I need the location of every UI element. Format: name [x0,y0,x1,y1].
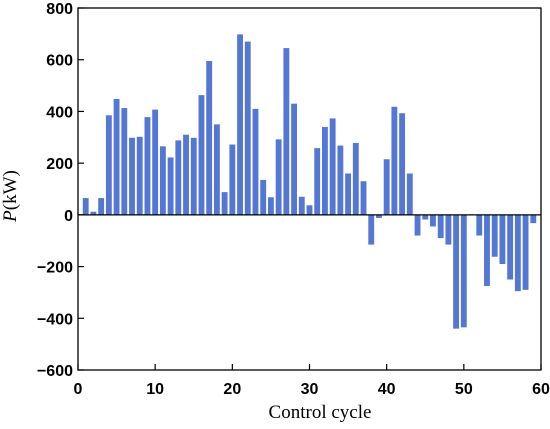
y-tick-label--200: −200 [37,260,73,277]
bar-20 [229,144,236,215]
bar-3 [98,198,105,215]
y-axis-label-variable: P [0,210,21,223]
bar-4 [105,115,112,215]
bar-36 [352,142,359,215]
bar-21 [237,34,243,215]
y-tick-label-800: 800 [46,1,73,18]
bar-26 [275,139,282,215]
bar-5 [113,99,120,215]
bar-34 [337,145,344,215]
bar-35 [345,173,352,215]
bar-45 [422,214,429,220]
bar-16 [198,95,205,215]
bar-32 [322,126,328,215]
bar-9 [144,117,151,215]
bar-59 [530,214,537,224]
bar-40 [383,159,390,215]
bar-42 [399,113,406,215]
bar-8 [136,136,143,215]
bar-33 [329,118,336,215]
bar-12 [167,157,174,215]
bar-37 [360,181,367,215]
y-tick-label--600: −600 [37,363,73,380]
bar-19 [221,192,228,215]
y-ticks-group: −600 −400 −200 0 200 400 600 800 [37,1,84,380]
x-tick-label-0: 0 [74,381,83,398]
bar-49 [453,214,460,329]
bar-54 [491,214,498,257]
bar-50 [460,214,467,328]
y-tick-label-600: 600 [46,53,73,70]
bar-58 [522,214,529,290]
bar-10 [152,109,159,215]
bar-28 [291,103,297,215]
y-tick-label--400: −400 [37,311,73,328]
x-axis-label: Control cycle [269,402,372,423]
bar-29 [298,196,305,215]
bar-53 [484,214,490,286]
bar-1 [82,198,89,215]
bar-18 [213,124,220,215]
x-tick-label-50: 50 [455,381,473,398]
bars-group [82,34,537,329]
bar-25 [267,197,274,215]
bar-55 [499,214,506,264]
x-tick-label-60: 60 [532,381,550,398]
bar-31 [314,148,321,215]
y-tick-label-400: 400 [46,104,73,121]
bar-6 [121,108,128,215]
bar-15 [190,137,197,215]
bar-41 [391,106,398,215]
bar-7 [129,137,135,215]
y-axis-label: P(kW) [0,170,21,223]
bar-47 [437,214,444,239]
bar-30 [306,205,313,215]
x-tick-label-20: 20 [223,381,241,398]
x-tick-label-30: 30 [301,381,319,398]
y-axis-label-unit: (kW) [0,170,21,210]
bar-13 [175,140,182,215]
bar-22 [244,41,251,215]
bar-14 [183,134,189,215]
x-ticks-group: 0 10 20 30 40 50 60 [74,364,550,398]
bar-44 [414,214,421,236]
bar-2 [90,211,97,215]
bar-57 [514,214,521,292]
bar-46 [430,214,436,227]
bar-39 [376,214,382,218]
x-tick-label-40: 40 [378,381,396,398]
bar-52 [476,214,483,236]
bar-43 [406,173,413,215]
bar-17 [206,61,213,215]
bar-23 [252,108,259,215]
bar-48 [445,214,452,245]
y-tick-label-0: 0 [64,208,73,225]
x-tick-label-10: 10 [146,381,164,398]
y-tick-label-200: 200 [46,156,73,173]
bar-11 [159,146,166,215]
bar-27 [283,48,290,215]
bar-24 [260,179,267,215]
bar-56 [507,214,514,280]
bar-38 [368,214,375,245]
